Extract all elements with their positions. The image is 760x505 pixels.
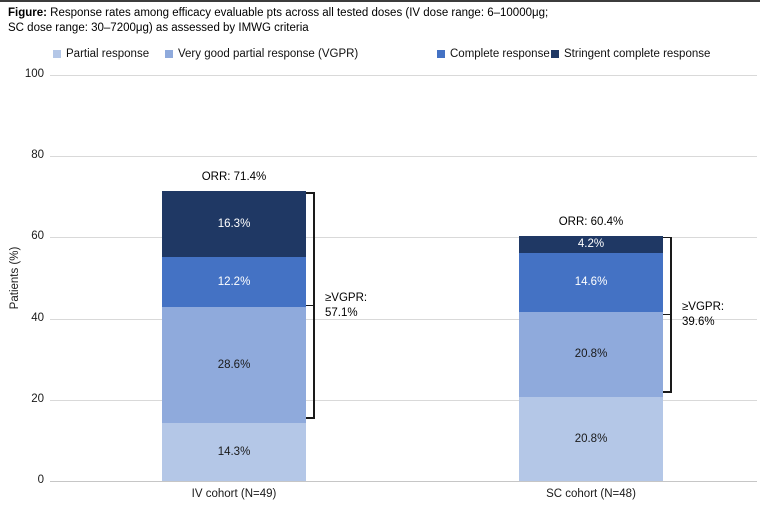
vgpr-bracket-label-line2: 57.1% [325, 306, 358, 319]
segment-label: 20.8% [574, 432, 608, 445]
gridline [50, 75, 757, 76]
vgpr-bracket-line [670, 236, 672, 393]
figure-title-line2: SC dose range: 30–7200μg) as assessed by… [8, 22, 309, 34]
legend-label: Partial response [66, 47, 150, 60]
y-tick-label: 20 [31, 392, 44, 405]
bar-segment [162, 191, 306, 258]
legend-label: Complete response [450, 47, 550, 60]
vgpr-bracket-label: ≥VGPR: 39.6% [682, 300, 724, 330]
y-tick-label: 80 [31, 149, 44, 162]
vgpr-bracket-label: ≥VGPR: 57.1% [325, 291, 367, 321]
x-tick-label: IV cohort (N=49) [191, 488, 277, 500]
bar-segment [519, 396, 663, 481]
gridline [50, 399, 757, 401]
legend-item: Stringent complete response [551, 47, 710, 60]
orr-label: ORR: 71.4% [201, 171, 267, 184]
orr-label: ORR: 60.4% [558, 215, 624, 228]
legend-swatch [551, 49, 559, 58]
vgpr-bracket-tick-top [663, 236, 670, 239]
legend-item: Complete response [437, 47, 550, 60]
y-tick-label: 100 [24, 68, 44, 80]
vgpr-bracket-tick-top [306, 192, 313, 194]
bar-segment [162, 306, 306, 423]
segment-label: 4.2% [577, 238, 605, 251]
vgpr-bracket-line [313, 192, 315, 419]
figure-title: Figure: Response rates among efficacy ev… [8, 6, 548, 36]
gridline [50, 237, 757, 239]
y-axis-title: Patients (%) [9, 246, 21, 310]
bar-segment [162, 422, 306, 481]
y-tick-label: 0 [37, 474, 44, 486]
segment-label: 16.3% [217, 218, 251, 231]
legend-item: Partial response [53, 47, 149, 60]
vgpr-bracket-tick-mid [663, 313, 670, 316]
segment-label: 20.8% [574, 348, 608, 361]
segment-label: 28.6% [217, 358, 251, 371]
x-tick-label: SC cohort (N=48) [546, 488, 636, 500]
legend-label: Very good partial response (VGPR) [178, 47, 359, 60]
vgpr-bracket-label-line1: ≥VGPR: [682, 300, 725, 313]
legend-item: Very good partial response (VGPR) [165, 47, 358, 60]
y-tick-label: 60 [31, 230, 44, 243]
legend-swatch [53, 49, 61, 58]
segment-label: 14.6% [574, 276, 608, 289]
vgpr-bracket-tick-mid [306, 304, 313, 307]
legend-swatch [437, 49, 445, 58]
gridline [50, 318, 757, 320]
vgpr-bracket-tick-bottom [663, 391, 670, 393]
bar-segment [162, 257, 306, 307]
segment-label: 14.3% [217, 445, 251, 458]
bar-segment [519, 312, 663, 397]
figure-title-line1: Response rates among efficacy evaluable … [46, 7, 549, 19]
gridline [50, 156, 757, 158]
segment-label: 12.2% [217, 276, 251, 289]
legend-label: Stringent complete response [564, 47, 711, 60]
vgpr-bracket-label-line2: 39.6% [682, 315, 715, 328]
plot-area: 0 20 40 60 80 100 14.3% 28.6% 12.2% 16.3% ORR: 71.… [25, 68, 757, 500]
bar-segment [519, 235, 663, 253]
vgpr-bracket-label-line1: ≥VGPR: [325, 291, 368, 304]
vgpr-bracket-tick-bottom [306, 417, 313, 419]
figure-title-prefix: Figure: [8, 7, 47, 19]
legend-swatch [165, 49, 173, 58]
bar-segment [519, 252, 663, 313]
y-tick-label: 40 [31, 311, 44, 324]
gridline [50, 481, 757, 482]
